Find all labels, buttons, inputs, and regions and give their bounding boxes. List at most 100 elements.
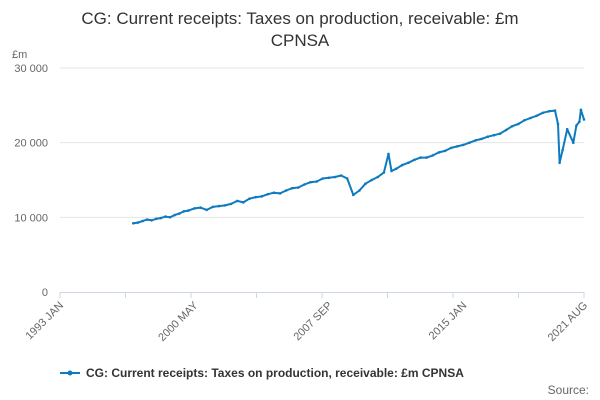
data-point[interactable] (211, 205, 215, 209)
data-point[interactable] (394, 167, 398, 171)
source-label: Source: (548, 383, 589, 397)
data-point[interactable] (462, 143, 465, 147)
data-point[interactable] (272, 191, 276, 194)
data-point[interactable] (154, 217, 158, 221)
data-point[interactable] (164, 215, 167, 218)
data-point[interactable] (284, 189, 288, 192)
data-point[interactable] (547, 110, 551, 113)
data-point[interactable] (278, 192, 282, 195)
data-point[interactable] (582, 118, 586, 121)
data-point[interactable] (572, 141, 575, 144)
legend[interactable]: CG: Current receipts: Taxes on productio… (60, 366, 464, 380)
y-axis-unit-label: £m (12, 49, 27, 61)
legend-label: CG: Current receipts: Taxes on productio… (86, 366, 464, 380)
data-point[interactable] (376, 175, 380, 179)
data-point[interactable] (553, 109, 557, 112)
y-tick-label: 10 000 (14, 212, 48, 224)
data-point[interactable] (321, 177, 325, 180)
data-point[interactable] (290, 186, 294, 190)
y-tick-label: 20 000 (14, 138, 48, 150)
data-point[interactable] (517, 122, 520, 126)
data-point[interactable] (339, 174, 343, 177)
data-point[interactable] (565, 127, 569, 131)
data-point[interactable] (492, 133, 496, 137)
data-point[interactable] (187, 209, 190, 212)
data-point[interactable] (431, 154, 435, 157)
data-point[interactable] (173, 213, 176, 217)
data-point[interactable] (141, 219, 144, 223)
data-point[interactable] (419, 156, 422, 159)
data-point[interactable] (199, 206, 202, 209)
data-point[interactable] (315, 180, 319, 183)
y-tick-label: 0 (42, 287, 48, 299)
data-point[interactable] (561, 148, 564, 152)
data-point[interactable] (575, 124, 578, 127)
data-point[interactable] (327, 176, 331, 180)
data-point[interactable] (182, 210, 185, 213)
grid (60, 67, 584, 218)
data-point[interactable] (400, 163, 404, 167)
data-point[interactable] (168, 216, 172, 219)
data-point[interactable] (558, 161, 561, 165)
data-point[interactable] (390, 169, 393, 173)
data-point[interactable] (486, 135, 490, 138)
data-point[interactable] (387, 152, 390, 156)
data-point[interactable] (132, 222, 135, 225)
data-point[interactable] (529, 116, 532, 120)
data-point[interactable] (579, 108, 583, 112)
data-point[interactable] (578, 120, 581, 124)
data-point[interactable] (474, 139, 477, 142)
data-point[interactable] (193, 207, 196, 210)
series-layer (132, 108, 586, 225)
data-point[interactable] (242, 201, 245, 204)
data-point[interactable] (535, 114, 538, 118)
data-point[interactable] (358, 189, 361, 192)
x-tick-label: 2021 AUG (546, 300, 590, 344)
x-tick-label: 2015 JAN (427, 300, 470, 343)
data-point[interactable] (266, 192, 270, 196)
data-point[interactable] (145, 218, 149, 221)
data-point[interactable] (556, 122, 560, 126)
data-point[interactable] (413, 158, 416, 162)
data-point[interactable] (205, 208, 208, 212)
data-point[interactable] (364, 182, 367, 185)
legend-marker (67, 370, 73, 376)
data-point[interactable] (217, 204, 221, 208)
data-point[interactable] (235, 199, 239, 203)
data-point[interactable] (425, 156, 428, 159)
data-point[interactable] (352, 193, 355, 197)
data-point[interactable] (297, 186, 300, 189)
data-point[interactable] (248, 197, 251, 200)
data-point[interactable] (449, 146, 453, 150)
data-point[interactable] (333, 175, 337, 179)
data-point[interactable] (309, 180, 312, 184)
data-point[interactable] (223, 204, 227, 207)
data-point[interactable] (370, 178, 374, 182)
data-point[interactable] (260, 195, 264, 198)
data-point[interactable] (455, 145, 459, 148)
data-point[interactable] (303, 183, 306, 186)
data-point[interactable] (159, 216, 163, 220)
data-point[interactable] (443, 149, 447, 153)
y-axis-ticks: 0 10 000 20 000 30 000 (14, 63, 48, 299)
data-point[interactable] (468, 141, 471, 144)
data-point[interactable] (407, 161, 410, 165)
data-point[interactable] (510, 124, 514, 128)
data-point[interactable] (504, 128, 508, 132)
data-point[interactable] (437, 151, 441, 154)
x-axis: 1993 JAN 2000 MAY 2007 SEP 2015 JAN 2021 AUG (23, 292, 590, 344)
data-point[interactable] (136, 221, 140, 224)
data-point[interactable] (150, 219, 153, 222)
data-point[interactable] (498, 132, 502, 135)
data-point[interactable] (541, 111, 545, 115)
data-point[interactable] (345, 177, 349, 180)
data-point[interactable] (382, 171, 386, 174)
data-point[interactable] (254, 195, 257, 199)
x-tick-label: 2007 SEP (291, 300, 335, 344)
data-point[interactable] (177, 212, 181, 215)
data-point[interactable] (523, 119, 526, 122)
chart-title-line-1: CG: Current receipts: Taxes on productio… (81, 9, 518, 28)
data-point[interactable] (480, 137, 483, 141)
data-point[interactable] (229, 202, 233, 206)
